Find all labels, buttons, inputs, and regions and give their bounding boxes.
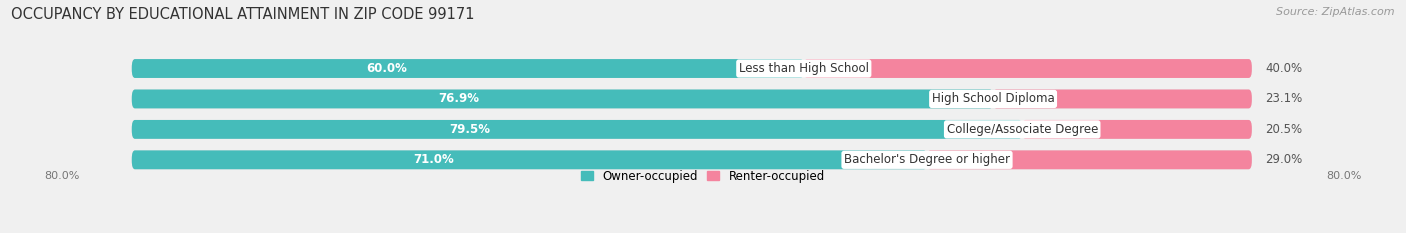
FancyBboxPatch shape	[1022, 120, 1251, 139]
FancyBboxPatch shape	[132, 120, 1022, 139]
Text: 60.0%: 60.0%	[367, 62, 408, 75]
Text: 20.5%: 20.5%	[1265, 123, 1302, 136]
FancyBboxPatch shape	[132, 59, 804, 78]
Text: 40.0%: 40.0%	[1265, 62, 1302, 75]
FancyBboxPatch shape	[132, 89, 993, 108]
FancyBboxPatch shape	[132, 59, 1251, 78]
FancyBboxPatch shape	[132, 120, 1251, 139]
FancyBboxPatch shape	[132, 89, 1251, 108]
Text: Bachelor's Degree or higher: Bachelor's Degree or higher	[844, 153, 1010, 166]
Text: High School Diploma: High School Diploma	[932, 93, 1054, 106]
FancyBboxPatch shape	[927, 150, 1251, 169]
Text: 71.0%: 71.0%	[413, 153, 454, 166]
FancyBboxPatch shape	[132, 150, 927, 169]
Text: 29.0%: 29.0%	[1265, 153, 1302, 166]
Text: 79.5%: 79.5%	[450, 123, 491, 136]
FancyBboxPatch shape	[993, 89, 1251, 108]
Text: College/Associate Degree: College/Associate Degree	[946, 123, 1098, 136]
Text: 23.1%: 23.1%	[1265, 93, 1302, 106]
Text: Less than High School: Less than High School	[738, 62, 869, 75]
FancyBboxPatch shape	[804, 59, 1251, 78]
Text: 80.0%: 80.0%	[45, 171, 80, 181]
Legend: Owner-occupied, Renter-occupied: Owner-occupied, Renter-occupied	[581, 170, 825, 183]
Text: 80.0%: 80.0%	[1326, 171, 1361, 181]
Text: OCCUPANCY BY EDUCATIONAL ATTAINMENT IN ZIP CODE 99171: OCCUPANCY BY EDUCATIONAL ATTAINMENT IN Z…	[11, 7, 475, 22]
Text: 76.9%: 76.9%	[439, 93, 479, 106]
FancyBboxPatch shape	[132, 150, 1251, 169]
Text: Source: ZipAtlas.com: Source: ZipAtlas.com	[1277, 7, 1395, 17]
